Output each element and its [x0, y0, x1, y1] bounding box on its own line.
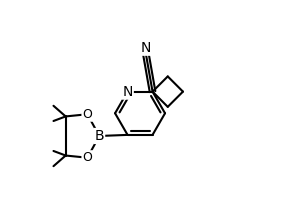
Text: N: N	[141, 41, 151, 55]
Text: N: N	[123, 85, 133, 99]
Text: O: O	[82, 151, 92, 164]
Text: O: O	[82, 108, 92, 121]
Text: B: B	[95, 129, 104, 143]
